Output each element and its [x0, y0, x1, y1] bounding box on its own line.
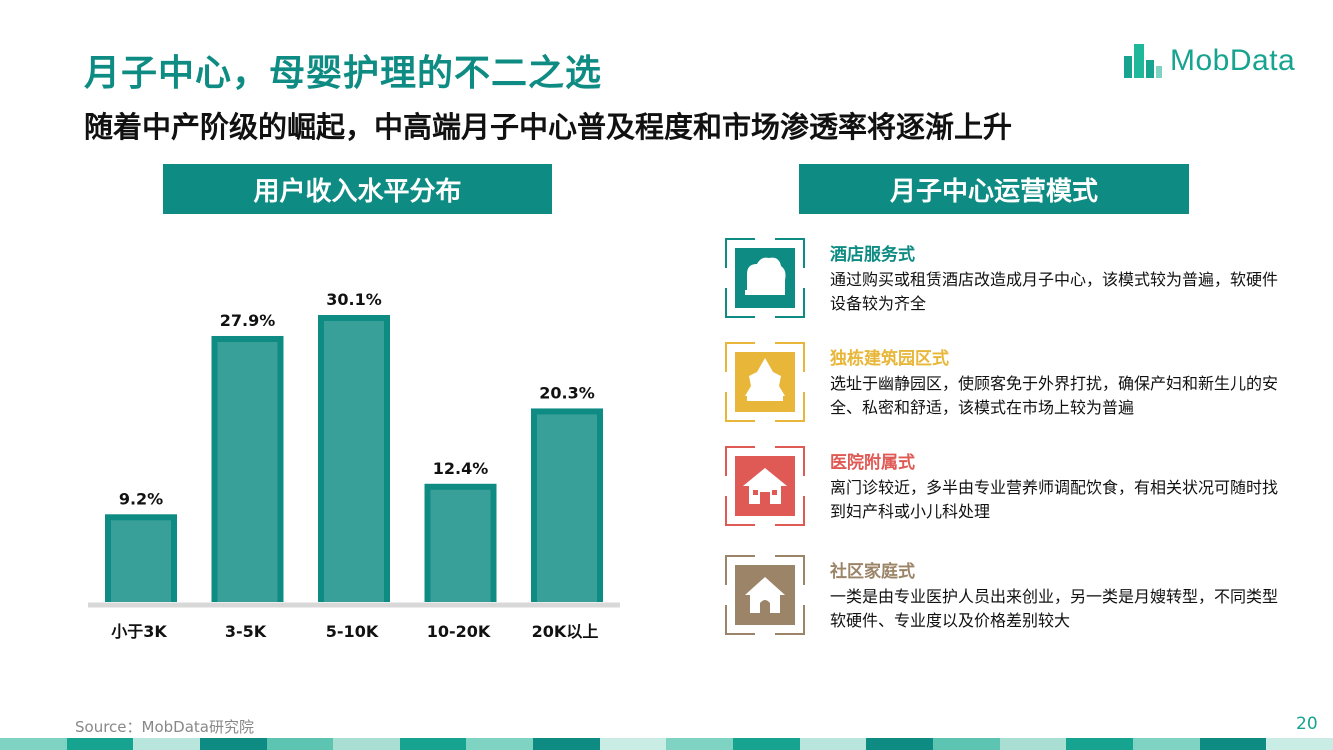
building-logo-icon: [1124, 44, 1162, 78]
mode-item: 酒店服务式通过购买或租赁酒店改造成月子中心，该模式较为普遍，软硬件设备较为齐全: [725, 238, 1285, 318]
strip-segment: [199, 738, 267, 750]
page-number: 20: [1296, 714, 1318, 734]
category-label-4: 20K以上: [532, 622, 599, 641]
value-label-3: 12.4%: [433, 459, 489, 478]
mode-description: 通过购买或租赁酒店改造成月子中心，该模式较为普遍，软硬件设备较为齐全: [830, 270, 1279, 313]
hospital-icon: [725, 446, 805, 526]
mode-item: 社区家庭式一类是由专业医护人员出来创业，另一类是月嫂转型，不同类型软硬件、专业度…: [725, 555, 1285, 635]
bar-highlight-2: [324, 321, 384, 602]
logo-text: MobData: [1170, 44, 1296, 77]
category-label-0: 小于3K: [111, 622, 167, 641]
bar-3: [424, 483, 497, 602]
bar-highlight-0: [111, 520, 171, 602]
strip-segment: [999, 738, 1067, 750]
value-label-1: 27.9%: [220, 311, 276, 330]
hotel-icon: [725, 238, 805, 318]
category-label-3: 10-20K: [427, 622, 491, 641]
bar-highlight-1: [217, 341, 278, 602]
mode-title: 社区家庭式: [830, 562, 915, 582]
strip-segment: [733, 738, 800, 750]
bar-highlight-4: [537, 414, 597, 602]
strip-segment: [466, 738, 534, 750]
bar-highlight-3: [430, 489, 491, 602]
mode-description: 选址于幽静园区，使顾客免于外界打扰，确保产妇和新生儿的安全、私密和舒适，该模式在…: [830, 374, 1279, 417]
bar-2: [318, 315, 390, 602]
strip-segment: [533, 738, 600, 750]
logo: MobData: [1118, 40, 1318, 84]
strip-segment: [333, 738, 400, 750]
park-building-icon: [725, 342, 805, 422]
income-bar-chart: 9.2% 小于3K 27.9% 3-5K 30.1% 5-10K 12.4% 10-20K 20…: [88, 290, 620, 641]
mode-title: 独栋建筑园区式: [830, 349, 949, 369]
mode-item: 独栋建筑园区式选址于幽静园区，使顾客免于外界打扰，确保产妇和新生儿的安全、私密和…: [725, 342, 1285, 422]
bar-0: [105, 514, 177, 602]
category-label-1: 3-5K: [225, 622, 267, 641]
mode-title: 酒店服务式: [830, 245, 915, 265]
mode-item: 医院附属式离门诊较近，多半由专业营养师调配饮食，有相关状况可随时找到妇产科或小儿…: [725, 446, 1285, 526]
strip-segment: [66, 738, 134, 750]
bar-4: [531, 408, 603, 602]
strip-segment: [666, 738, 734, 750]
strip-segment: [133, 738, 200, 750]
mode-description: 离门诊较近，多半由专业营养师调配饮食，有相关状况可随时找到妇产科或小儿科处理: [830, 478, 1279, 521]
value-label-0: 9.2%: [119, 489, 163, 508]
strip-segment: [1066, 738, 1133, 750]
strip-segment: [866, 738, 933, 750]
strip-segment: [1266, 738, 1333, 750]
income-distribution-header: 用户收入水平分布: [163, 164, 552, 214]
category-label-2: 5-10K: [326, 622, 379, 641]
bar-1: [211, 335, 284, 602]
strip-segment: [0, 738, 67, 750]
strip-segment: [1199, 738, 1267, 750]
strip-segment: [599, 738, 667, 750]
strip-segment: [932, 738, 1000, 750]
page-title: 月子中心，母婴护理的不二之选: [84, 53, 603, 94]
page-subtitle: 随着中产阶级的崛起，中高端月子中心普及程度和市场渗透率将逐渐上升: [84, 110, 1013, 144]
bottom-decor-strip: [0, 738, 1333, 750]
strip-segment: [399, 738, 467, 750]
operation-mode-header: 月子中心运营模式: [799, 164, 1189, 214]
mode-title: 医院附属式: [830, 453, 915, 473]
source-note: Source：MobData研究院: [75, 718, 254, 736]
strip-segment: [266, 738, 334, 750]
strip-segment: [1132, 738, 1200, 750]
strip-segment: [799, 738, 867, 750]
value-label-4: 20.3%: [539, 383, 595, 402]
mode-description: 一类是由专业医护人员出来创业，另一类是月嫂转型，不同类型软硬件、专业度以及价格差…: [830, 587, 1279, 630]
home-icon: [725, 555, 805, 635]
value-label-2: 30.1%: [326, 290, 382, 309]
